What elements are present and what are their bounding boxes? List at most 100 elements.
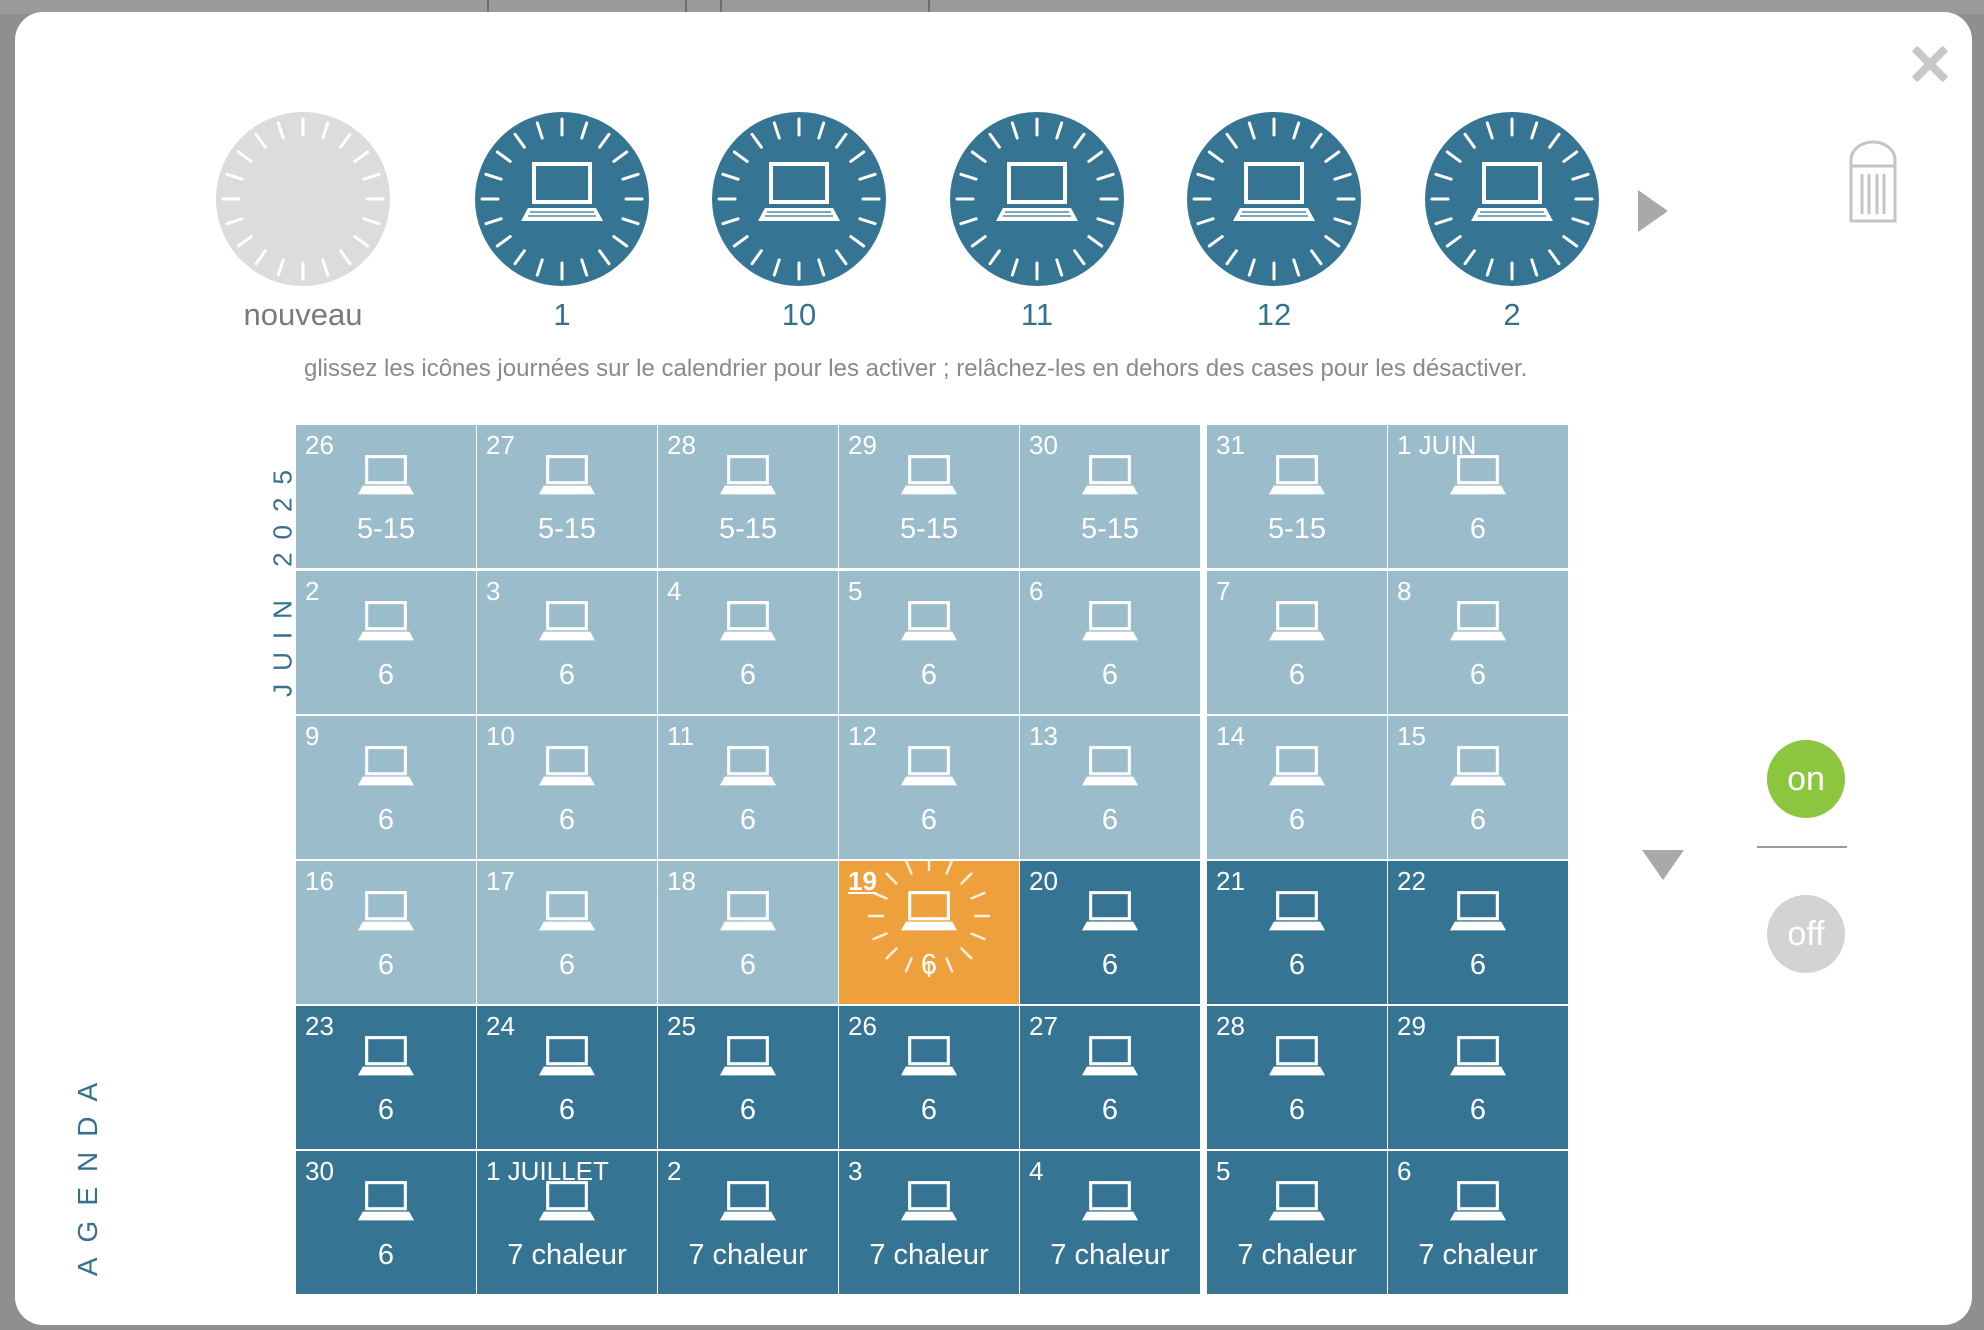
triangle-right-icon[interactable] xyxy=(1638,190,1668,232)
laptop-icon xyxy=(719,891,777,931)
laptop-icon xyxy=(1268,455,1326,495)
laptop-icon xyxy=(538,746,596,786)
calendar-day[interactable]: 3 7 chaleur xyxy=(839,1151,1019,1294)
laptop-icon xyxy=(1268,891,1326,931)
calendar-day[interactable]: 29 5-15 xyxy=(839,425,1019,568)
day-number: 12 xyxy=(848,721,877,751)
calendar-day[interactable]: 4 6 xyxy=(658,571,838,714)
day-value: 6 xyxy=(1469,1094,1487,1126)
laptop-icon xyxy=(1268,601,1326,641)
day-value: 6 xyxy=(377,804,395,836)
calendar-day[interactable]: 15 6 xyxy=(1388,716,1568,859)
day-value: 6 xyxy=(1101,1094,1119,1126)
calendar-day[interactable]: 4 7 chaleur xyxy=(1020,1151,1200,1294)
calendar-day[interactable]: 7 6 xyxy=(1207,571,1387,714)
day-number: 7 xyxy=(1216,576,1231,606)
calendar-day[interactable]: 23 6 xyxy=(296,1006,476,1149)
calendar-day[interactable]: 2 7 chaleur xyxy=(658,1151,838,1294)
calendar-day[interactable]: 1 JUILLET 7 chaleur xyxy=(477,1151,657,1294)
calendar-day[interactable]: 18 6 xyxy=(658,861,838,1004)
day-value: 7 chaleur xyxy=(1418,1239,1538,1271)
calendar-day[interactable]: 16 6 xyxy=(296,861,476,1004)
calendar-day[interactable]: 30 6 xyxy=(296,1151,476,1294)
calendar-day[interactable]: 5 7 chaleur xyxy=(1207,1151,1387,1294)
on-toggle[interactable]: on xyxy=(1767,740,1845,818)
off-toggle[interactable]: off xyxy=(1767,895,1845,973)
day-template-1[interactable]: 1 xyxy=(442,109,682,335)
triangle-down-icon[interactable] xyxy=(1642,850,1684,880)
day-number: 17 xyxy=(486,866,515,896)
day-value: 7 chaleur xyxy=(1237,1239,1357,1271)
calendar-day[interactable]: 12 6 xyxy=(839,716,1019,859)
new-day-template[interactable]: nouveau xyxy=(183,109,423,335)
day-number: 28 xyxy=(667,430,696,460)
day-number: 14 xyxy=(1216,721,1245,751)
laptop-dial-icon xyxy=(475,112,649,286)
day-template-2[interactable]: 10 xyxy=(679,109,919,335)
calendar-day[interactable]: 30 5-15 xyxy=(1020,425,1200,568)
day-value: 6 xyxy=(1469,513,1487,545)
day-value: 5-15 xyxy=(899,513,959,545)
calendar-day-today[interactable]: 19 6 xyxy=(839,861,1019,1004)
calendar-day[interactable]: 22 6 xyxy=(1388,861,1568,1004)
calendar-day[interactable]: 27 6 xyxy=(1020,1006,1200,1149)
laptop-icon xyxy=(1449,1181,1507,1221)
calendar-day[interactable]: 31 5-15 xyxy=(1207,425,1387,568)
laptop-icon xyxy=(719,601,777,641)
day-template-4[interactable]: 12 xyxy=(1154,109,1394,335)
calendar-day[interactable]: 25 6 xyxy=(658,1006,838,1149)
day-number: 26 xyxy=(848,1011,877,1041)
calendar-day[interactable]: 28 5-15 xyxy=(658,425,838,568)
laptop-icon xyxy=(1449,746,1507,786)
day-value: 6 xyxy=(377,949,395,981)
laptop-icon xyxy=(538,1036,596,1076)
calendar-day[interactable]: 10 6 xyxy=(477,716,657,859)
calendar-day[interactable]: 26 6 xyxy=(839,1006,1019,1149)
close-icon[interactable] xyxy=(1904,38,1956,90)
day-value: 6 xyxy=(920,804,938,836)
day-template-5[interactable]: 2 xyxy=(1392,109,1632,335)
day-value: 6 xyxy=(1469,949,1487,981)
calendar-day[interactable]: 3 6 xyxy=(477,571,657,714)
day-value: 7 chaleur xyxy=(507,1239,627,1271)
calendar-day[interactable]: 6 6 xyxy=(1020,571,1200,714)
calendar-day[interactable]: 28 6 xyxy=(1207,1006,1387,1149)
laptop-icon xyxy=(900,746,958,786)
calendar-day[interactable]: 27 5-15 xyxy=(477,425,657,568)
day-value: 6 xyxy=(920,949,938,981)
calendar-day[interactable]: 20 6 xyxy=(1020,861,1200,1004)
calendar-day[interactable]: 13 6 xyxy=(1020,716,1200,859)
calendar-day[interactable]: 21 6 xyxy=(1207,861,1387,1004)
calendar-day[interactable]: 1 JUIN 6 xyxy=(1388,425,1568,568)
day-number: 8 xyxy=(1397,576,1412,606)
calendar-day[interactable]: 29 6 xyxy=(1388,1006,1568,1149)
calendar-day[interactable]: 11 6 xyxy=(658,716,838,859)
day-number: 28 xyxy=(1216,1011,1245,1041)
calendar-day[interactable]: 9 6 xyxy=(296,716,476,859)
calendar-day[interactable]: 6 7 chaleur xyxy=(1388,1151,1568,1294)
laptop-icon xyxy=(1449,601,1507,641)
laptop-dial-icon xyxy=(712,112,886,286)
calendar-day[interactable]: 8 6 xyxy=(1388,571,1568,714)
slot-label: 11 xyxy=(1020,297,1054,332)
day-number: 18 xyxy=(667,866,696,896)
laptop-icon xyxy=(1081,1181,1139,1221)
day-number: 16 xyxy=(305,866,334,896)
day-number: 2 xyxy=(305,576,320,606)
calendar-day[interactable]: 14 6 xyxy=(1207,716,1387,859)
laptop-icon xyxy=(1268,746,1326,786)
day-number: 27 xyxy=(486,430,515,460)
trash-can-icon[interactable] xyxy=(1848,140,1898,224)
calendar-day[interactable]: 17 6 xyxy=(477,861,657,1004)
calendar-day[interactable]: 5 6 xyxy=(839,571,1019,714)
laptop-icon xyxy=(357,1181,415,1221)
day-template-3[interactable]: 11 xyxy=(917,109,1157,335)
laptop-icon xyxy=(357,1036,415,1076)
calendar-day[interactable]: 26 5-15 xyxy=(296,425,476,568)
calendar-day[interactable]: 2 6 xyxy=(296,571,476,714)
day-number: 15 xyxy=(1397,721,1426,751)
day-number: 22 xyxy=(1397,866,1426,896)
slot-label: nouveau xyxy=(243,297,363,332)
calendar-day[interactable]: 24 6 xyxy=(477,1006,657,1149)
laptop-icon xyxy=(1449,891,1507,931)
